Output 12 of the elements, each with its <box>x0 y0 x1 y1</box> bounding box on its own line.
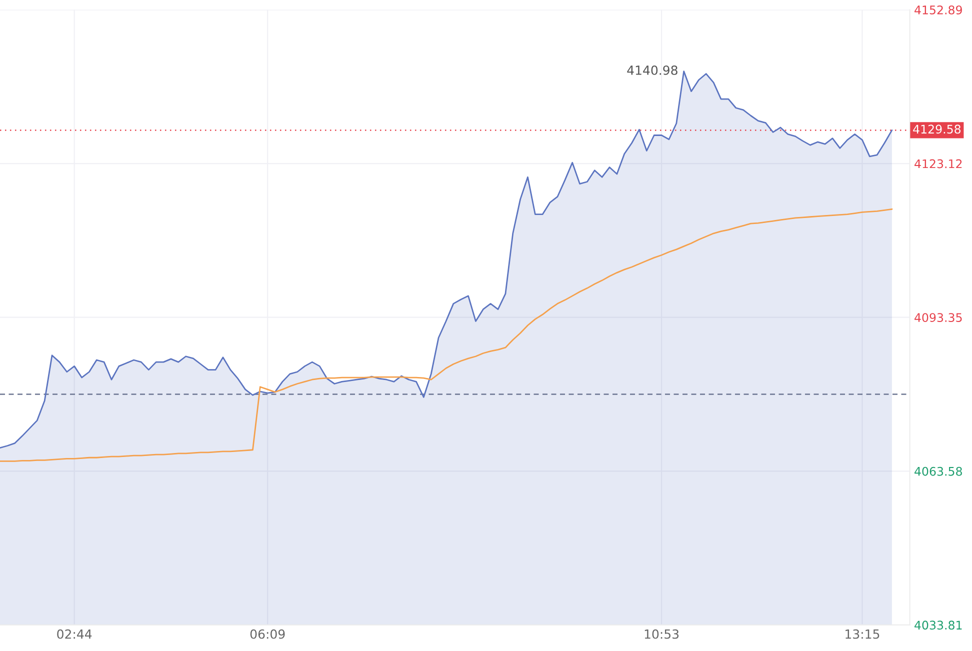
ref-line-label: 4129.58 <box>913 124 961 134</box>
y-tick-label: 4033.81 <box>914 620 962 630</box>
line-series <box>0 208 893 462</box>
y-tick-label: 4123.12 <box>914 159 962 168</box>
y-tick-label: 4152.89 <box>914 5 962 14</box>
y-tick-label: 4093.35 <box>914 313 962 322</box>
y-tick-label: 4063.58 <box>914 466 962 476</box>
annotation: 4140.98 <box>627 65 678 75</box>
x-tick-label: 13:15 <box>846 629 880 639</box>
x-tick-label: 06:09 <box>250 629 285 639</box>
x-tick-label: 10:53 <box>644 629 679 639</box>
x-tick-label: 02:44 <box>57 629 92 639</box>
